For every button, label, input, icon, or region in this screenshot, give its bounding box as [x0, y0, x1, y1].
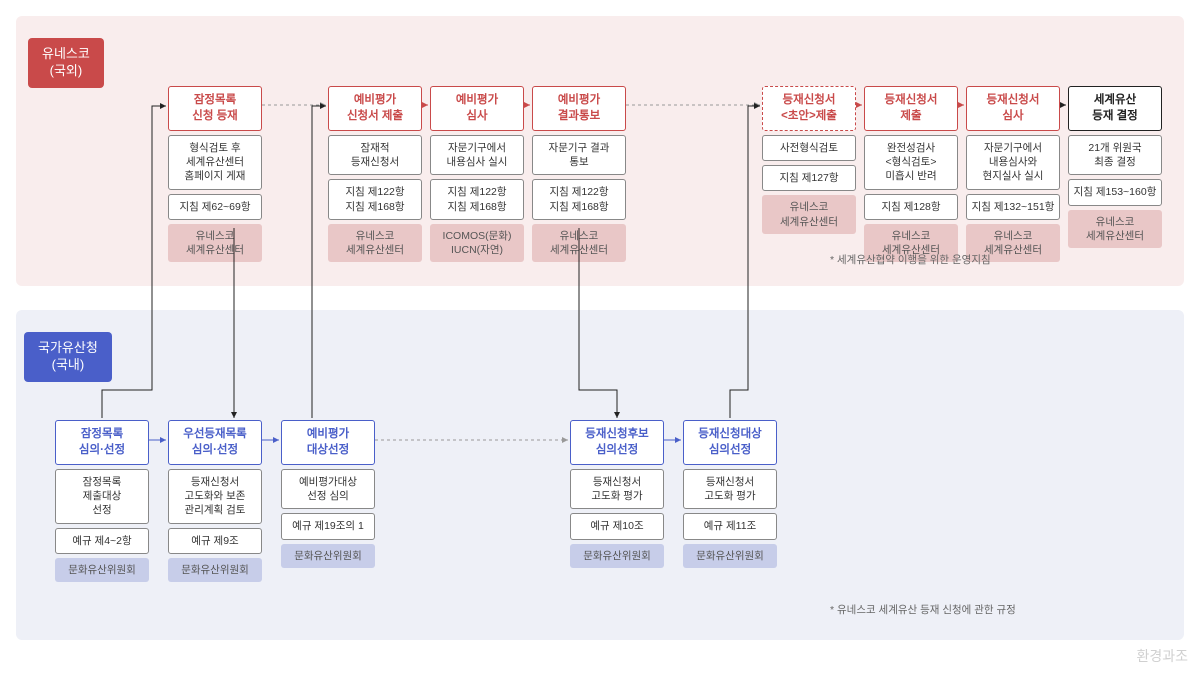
col-org: 유네스코세계유산센터 [532, 224, 626, 262]
upper-cols-col-2: 예비평가심사자문기구에서내용심사 실시지침 제122항지침 제168항 ICOMO… [430, 86, 524, 262]
col-org: 문화유산위원회 [570, 544, 664, 568]
col-cell: 지침 제122항지침 제168항 [430, 179, 524, 219]
col-title: 잠정목록심의·선정 [55, 420, 149, 465]
col-title: 잠정목록신청 등재 [168, 86, 262, 131]
lower-tag: 국가유산청(국내) [24, 332, 112, 382]
col-title: 우선등재목록심의·선정 [168, 420, 262, 465]
col-cell: 잠재적등재신청서 [328, 135, 422, 175]
col-org: 유네스코세계유산센터 [168, 224, 262, 262]
lower-note: * 유네스코 세계유산 등재 신청에 관한 규정 [830, 602, 1016, 617]
col-cell: 예비평가대상선정 심의 [281, 469, 375, 509]
col-cell: 자문기구에서내용심사 실시 [430, 135, 524, 175]
col-cell: 지침 제62~69항 [168, 194, 262, 220]
upper-cols-col-1: 예비평가신청서 제출잠재적등재신청서지침 제122항지침 제168항유네스코세계… [328, 86, 422, 262]
col-title: 예비평가신청서 제출 [328, 86, 422, 131]
col-org: 유네스코세계유산센터 [328, 224, 422, 262]
col-title: 등재신청후보심의선정 [570, 420, 664, 465]
col-org: 문화유산위원회 [683, 544, 777, 568]
col-org: 유네스코세계유산센터 [762, 195, 856, 233]
col-cell: 예규 제11조 [683, 513, 777, 539]
col-cell: 예규 제10조 [570, 513, 664, 539]
col-org: ICOMOS(문화)IUCN(자연) [430, 224, 524, 262]
col-cell: 자문기구에서내용심사와현지실사 실시 [966, 135, 1060, 190]
col-cell: 지침 제153~160항 [1068, 179, 1162, 205]
col-org: 문화유산위원회 [281, 544, 375, 568]
col-cell: 지침 제122항지침 제168항 [532, 179, 626, 219]
lower-cols-col-3: 등재신청후보심의선정등재신청서고도화 평가예규 제10조문화유산위원회 [570, 420, 664, 568]
col-cell: 등재신청서고도화와 보존관리계획 검토 [168, 469, 262, 524]
upper-cols-col-0: 잠정목록신청 등재형식검토 후세계유산센터홈페이지 게재지침 제62~69항유네… [168, 86, 262, 262]
col-title: 예비평가대상선정 [281, 420, 375, 465]
col-title: 등재신청서<초안>제출 [762, 86, 856, 131]
upper-cols-col-7: 세계유산등재 결정21개 위원국최종 결정지침 제153~160항유네스코세계유… [1068, 86, 1162, 248]
col-title: 등재신청서심사 [966, 86, 1060, 131]
col-cell: 예규 제9조 [168, 528, 262, 554]
col-title: 등재신청서제출 [864, 86, 958, 131]
col-cell: 자문기구 결과통보 [532, 135, 626, 175]
lower-cols-col-2: 예비평가대상선정예비평가대상선정 심의예규 제19조의 1 문화유산위원회 [281, 420, 375, 568]
col-title: 예비평가결과통보 [532, 86, 626, 131]
col-org: 문화유산위원회 [55, 558, 149, 582]
upper-cols-col-4: 등재신청서<초안>제출사전형식검토지침 제127항유네스코세계유산센터 [762, 86, 856, 234]
col-title: 세계유산등재 결정 [1068, 86, 1162, 131]
col-cell: 완전성검사<형식검토>미흡시 반려 [864, 135, 958, 190]
upper-tag: 유네스코(국외) [28, 38, 104, 88]
watermark: 환경과조 [1136, 646, 1188, 666]
lower-cols-col-0: 잠정목록심의·선정잠정목록제출대상선정예규 제4~2항문화유산위원회 [55, 420, 149, 582]
col-org: 유네스코세계유산센터 [1068, 210, 1162, 248]
col-cell: 예규 제19조의 1 [281, 513, 375, 539]
col-cell: 예규 제4~2항 [55, 528, 149, 554]
col-cell: 등재신청서고도화 평가 [683, 469, 777, 509]
upper-cols-col-5: 등재신청서제출완전성검사<형식검토>미흡시 반려지침 제128항유네스코세계유산… [864, 86, 958, 262]
col-cell: 형식검토 후세계유산센터홈페이지 게재 [168, 135, 262, 190]
col-title: 예비평가심사 [430, 86, 524, 131]
col-cell: 지침 제128항 [864, 194, 958, 220]
col-title: 등재신청대상심의선정 [683, 420, 777, 465]
upper-cols-col-6: 등재신청서심사자문기구에서내용심사와현지실사 실시지침 제132~151항유네스… [966, 86, 1060, 262]
col-cell: 등재신청서고도화 평가 [570, 469, 664, 509]
col-cell: 잠정목록제출대상선정 [55, 469, 149, 524]
col-cell: 지침 제132~151항 [966, 194, 1060, 220]
col-cell: 지침 제122항지침 제168항 [328, 179, 422, 219]
col-org: 문화유산위원회 [168, 558, 262, 582]
col-cell: 지침 제127항 [762, 165, 856, 191]
col-cell: 사전형식검토 [762, 135, 856, 161]
lower-cols-col-1: 우선등재목록심의·선정등재신청서고도화와 보존관리계획 검토예규 제9조문화유산… [168, 420, 262, 582]
lower-cols-col-4: 등재신청대상심의선정등재신청서고도화 평가예규 제11조문화유산위원회 [683, 420, 777, 568]
col-cell: 21개 위원국최종 결정 [1068, 135, 1162, 175]
upper-note: * 세계유산협약 이행을 위한 운영지침 [830, 252, 991, 267]
upper-cols-col-3: 예비평가결과통보자문기구 결과통보지침 제122항지침 제168항유네스코세계유… [532, 86, 626, 262]
